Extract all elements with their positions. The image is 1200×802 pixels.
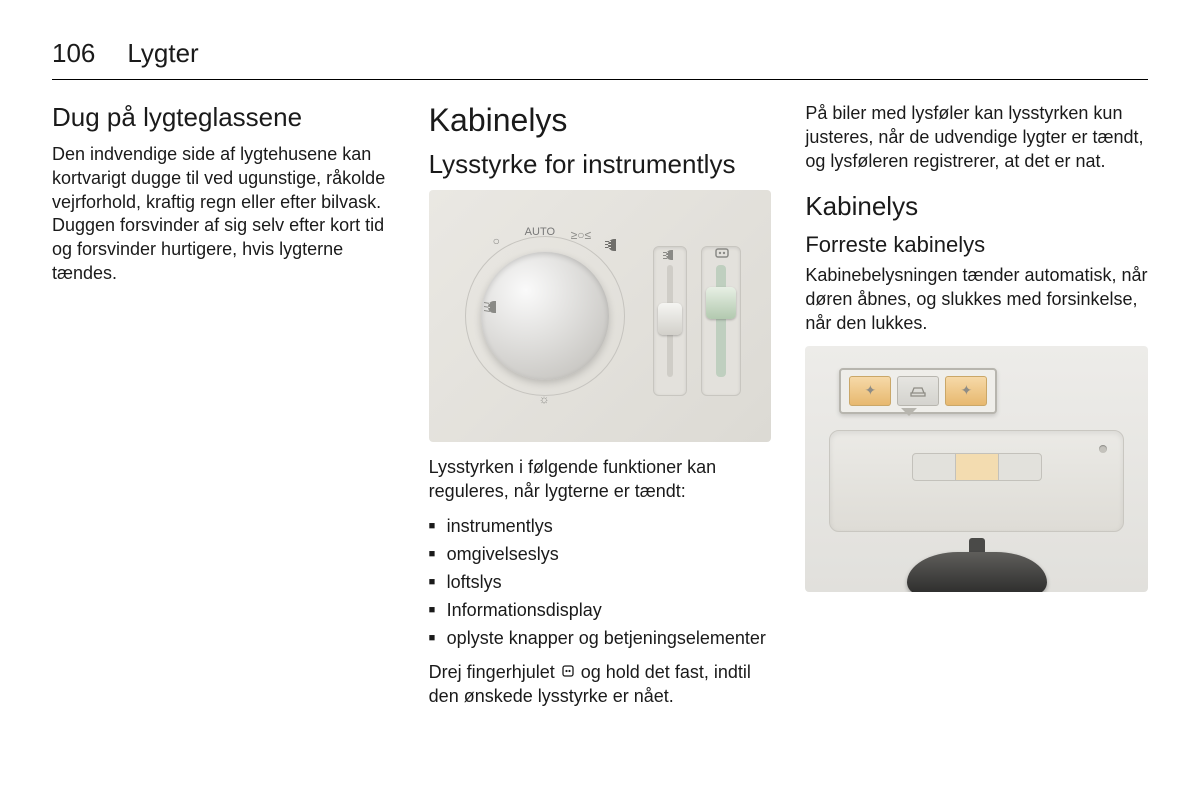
outro-pre: Drej fingerhjulet (429, 662, 560, 682)
light-rays-icon: ✦ (864, 382, 876, 399)
fog-light-icon (484, 300, 502, 318)
column-1: Dug på lygteglassene Den indvendige side… (52, 102, 395, 719)
console-btn-2 (956, 454, 999, 480)
instrument-brightness-slider (701, 246, 741, 396)
reading-light-left-button: ✦ (849, 376, 891, 406)
thumbwheel-icon (560, 661, 576, 685)
page-header: 106 Lygter (52, 38, 1148, 80)
chapter-title: Lygter (127, 38, 198, 69)
brightness-icon: ☼ (539, 392, 550, 406)
content-columns: Dug på lygteglassene Den indvendige side… (52, 102, 1148, 719)
column-2: Kabinelys Lysstyrke for instrumentlys AU… (429, 102, 772, 719)
col2-outro: Drej fingerhjulet og hold det fast, indt… (429, 661, 772, 709)
col2-intro: Lysstyrken i følgende funktioner kan reg… (429, 456, 772, 504)
light-off-icon: ○ (493, 234, 500, 248)
col2-sub-heading: Lysstyrke for instrumentlys (429, 149, 772, 180)
headlight-icon (605, 238, 623, 255)
reading-light-right-button: ✦ (945, 376, 987, 406)
col3-heading: Kabinelys (805, 191, 1148, 222)
col1-heading: Dug på lygteglassene (52, 102, 395, 133)
col3-subheading: Forreste kabinelys (805, 232, 1148, 258)
col2-list: instrumentlys omgivelseslys loftslys Inf… (429, 513, 772, 652)
rearview-mirror (907, 552, 1047, 592)
list-item: instrumentlys (429, 513, 772, 541)
light-rays-icon: ✦ (960, 382, 972, 399)
figure-headlight-switch: AUTO ○ ≥○≤ ☼ (429, 190, 772, 442)
screw-icon (1099, 445, 1107, 453)
col1-paragraph: Den indvendige side af lygtehusene kan k… (52, 143, 395, 286)
headlight-up-icon (663, 249, 679, 263)
console-btn-3 (999, 454, 1041, 480)
col3-top-paragraph: På biler med lysføler kan lysstyrken kun… (805, 102, 1148, 173)
list-item: loftslys (429, 569, 772, 597)
dial-label-auto: AUTO (525, 226, 555, 238)
figure-overhead-console: ✦ ✦ (805, 346, 1148, 592)
dash-brightness-icon (714, 247, 730, 262)
button-callout: ✦ ✦ (839, 368, 997, 414)
page-number: 106 (52, 38, 95, 69)
col2-main-heading: Kabinelys (429, 102, 772, 139)
dome-light-button (897, 376, 939, 406)
list-item: Informationsdisplay (429, 597, 772, 625)
slider-thumb-green (706, 287, 736, 319)
overhead-console-panel (829, 430, 1124, 532)
slider-track-green (716, 265, 726, 377)
headlight-level-slider (653, 246, 687, 396)
console-btn-1 (913, 454, 956, 480)
list-item: oplyste knapper og betjeningselementer (429, 625, 772, 653)
slider-thumb (658, 303, 682, 335)
console-button-strip (912, 453, 1042, 481)
parking-light-icon: ≥○≤ (571, 228, 591, 242)
list-item: omgivelseslys (429, 541, 772, 569)
car-icon (909, 384, 927, 398)
column-3: På biler med lysføler kan lysstyrken kun… (805, 102, 1148, 719)
col3-paragraph: Kabinebelysningen tænder automatisk, når… (805, 264, 1148, 335)
